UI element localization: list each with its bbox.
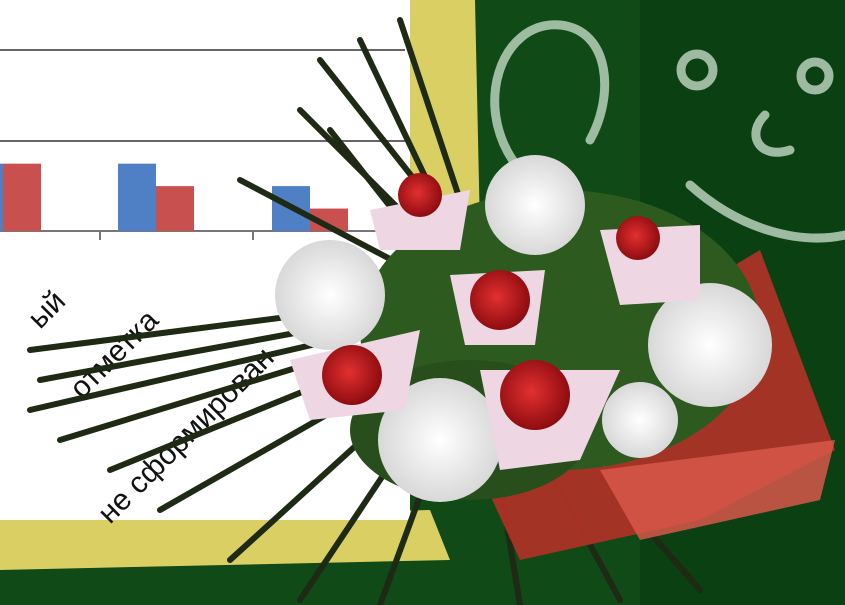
yellow-frame-bottom [0,510,450,570]
chalk-smiley-icon [490,20,845,243]
bar-series-group [0,163,348,231]
bar-series1-cat0 [3,163,41,231]
bar-series1-cat1 [156,186,194,231]
bar-series0-cat0 [0,163,3,231]
bar-series0-cat1 [118,163,156,231]
bouquet-wrap-fold [600,440,835,540]
roses [290,173,700,470]
bar-series1-cat2 [310,208,348,231]
chrysanthemums [275,155,772,502]
